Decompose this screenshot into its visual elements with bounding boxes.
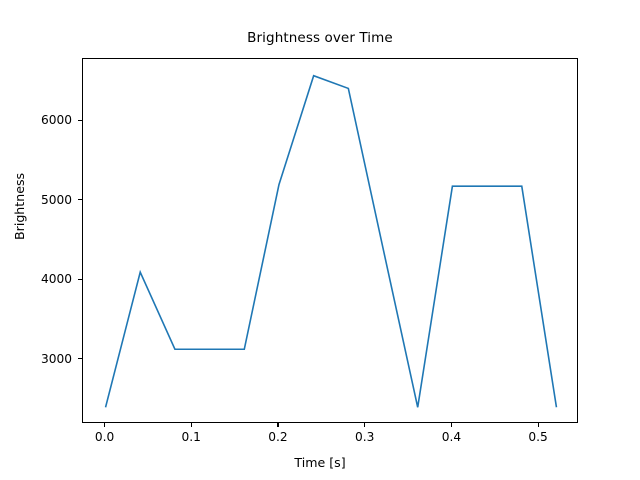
x-tick-mark [364,423,366,427]
data-polyline [104,74,558,408]
x-tick-label: 0.5 [528,430,548,444]
y-tick-mark [78,278,82,280]
line-series-brightness [104,74,558,408]
x-tick-label: 0.2 [268,430,288,444]
y-tick-label: 4000 [40,272,72,287]
y-tick-label: 6000 [40,113,72,128]
x-tick-label: 0.0 [94,430,115,444]
y-tick-mark [78,199,82,201]
chart-title: Brightness over Time [247,30,393,46]
y-tick-label: 5000 [40,192,72,207]
plot-area [82,58,578,423]
x-tick-mark [277,423,279,427]
x-tick-label: 0.1 [181,430,201,444]
y-tick-mark [78,358,82,360]
x-tick-mark [537,423,539,427]
x-tick-mark [104,423,106,427]
x-tick-label: 0.4 [441,430,462,444]
x-tick-label: 0.3 [354,430,375,444]
x-tick-mark [190,423,192,427]
y-tick-label: 3000 [40,351,72,366]
x-tick-mark [450,423,452,427]
y-tick-mark [78,119,82,121]
x-axis-label: Time [s] [294,455,346,470]
